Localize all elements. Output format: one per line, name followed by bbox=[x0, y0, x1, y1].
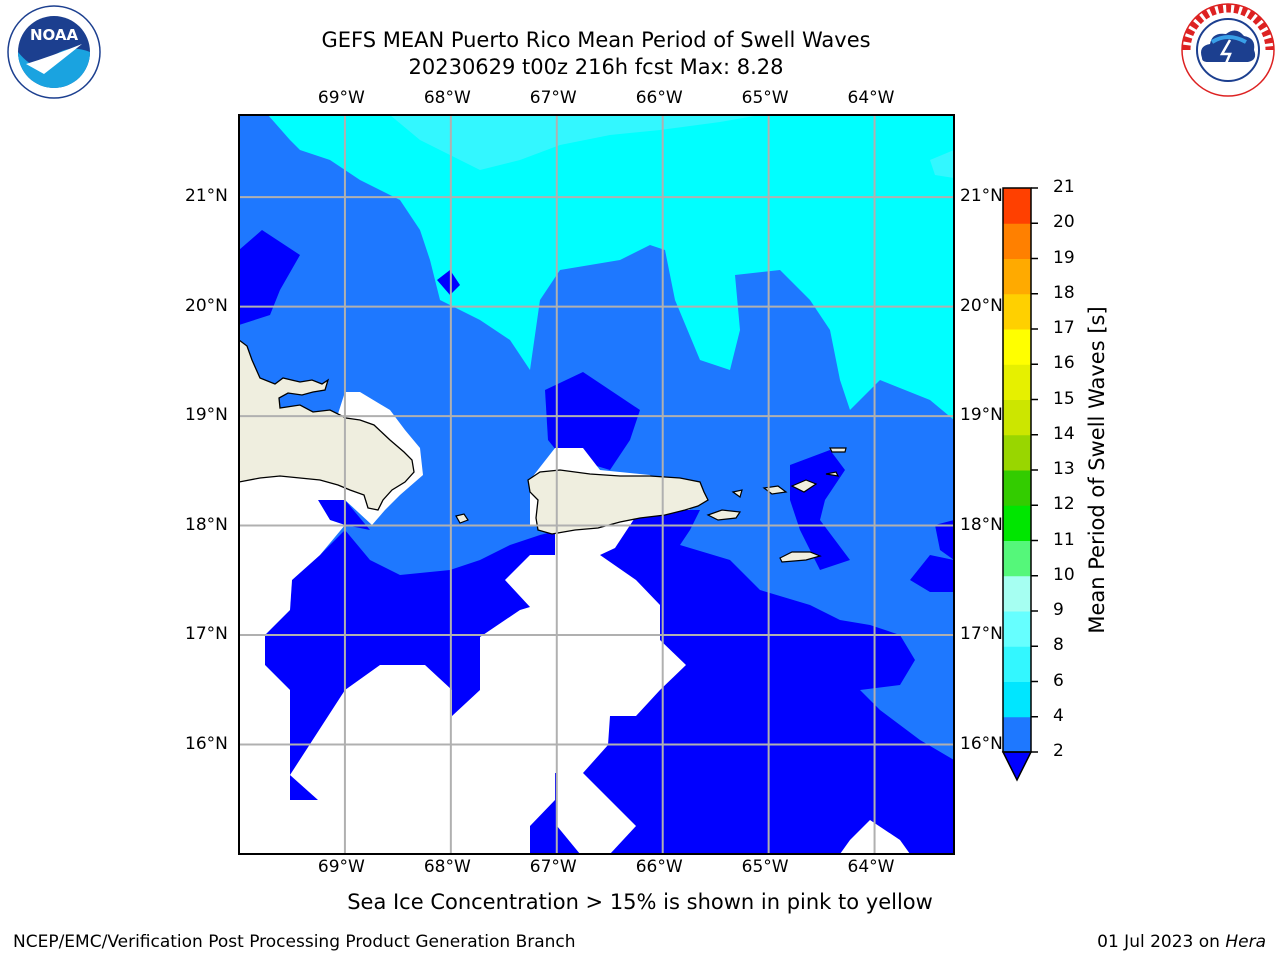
colorbar-tick-label: 17 bbox=[1053, 318, 1075, 338]
colorbar-band bbox=[1003, 540, 1031, 577]
lon-label-top: 64°W bbox=[847, 88, 895, 108]
colorbar-band bbox=[1003, 681, 1031, 718]
colorbar-band bbox=[1003, 188, 1031, 224]
page-subtitle: 20230629 t00z 216h fcst Max: 8.28 bbox=[408, 55, 784, 79]
noaa-logo: NOAA bbox=[7, 5, 101, 99]
lat-label-left: 20°N bbox=[185, 295, 228, 316]
lon-label-top: 68°W bbox=[423, 88, 471, 108]
no-data-area bbox=[239, 635, 290, 800]
footer-date: 01 Jul 2023 on Hera bbox=[1097, 932, 1266, 952]
nws-logo bbox=[1181, 3, 1275, 97]
no-data-area bbox=[239, 448, 690, 854]
colorbar-tick-label: 2 bbox=[1053, 741, 1064, 761]
colorbar-tick-label: 6 bbox=[1053, 670, 1064, 691]
colorbar-band bbox=[1003, 505, 1031, 541]
land-bvi bbox=[790, 479, 818, 493]
land-st-croix bbox=[779, 551, 822, 563]
swell-band-dark-blue bbox=[935, 520, 954, 560]
colorbar-tick-label: 4 bbox=[1053, 705, 1064, 726]
lat-label-left: 17°N bbox=[185, 624, 228, 645]
land-culebra bbox=[731, 489, 743, 498]
colorbar-tick-label: 16 bbox=[1053, 353, 1075, 374]
footer-date-text: 01 Jul 2023 on bbox=[1097, 932, 1226, 952]
lat-label-left: 18°N bbox=[185, 514, 228, 535]
lat-label-right: 18°N bbox=[960, 514, 1003, 535]
map-frame bbox=[238, 114, 955, 855]
colorbar-band bbox=[1003, 364, 1031, 400]
lon-label-bottom: 68°W bbox=[423, 857, 471, 877]
lat-label-right: 16°N bbox=[960, 733, 1003, 754]
noaa-logo-text: NOAA bbox=[30, 26, 79, 44]
lon-label-bottom: 65°W bbox=[741, 857, 789, 877]
colorbar-band bbox=[1003, 611, 1031, 647]
sea-ice-note: Sea Ice Concentration > 15% is shown in … bbox=[347, 890, 933, 914]
lon-label-bottom: 69°W bbox=[317, 857, 365, 877]
lon-label-bottom: 67°W bbox=[529, 857, 577, 877]
colorbar-tick-label: 19 bbox=[1053, 247, 1075, 268]
colorbar-title: Mean Period of Swell Waves [s] bbox=[1085, 306, 1109, 634]
colorbar-band bbox=[1003, 434, 1031, 471]
lat-label-right: 21°N bbox=[960, 186, 1003, 207]
colorbar-band bbox=[1003, 223, 1031, 259]
colorbar-band bbox=[1003, 293, 1031, 330]
lon-label-top: 69°W bbox=[317, 88, 365, 108]
colorbar-tick-label: 14 bbox=[1053, 423, 1075, 444]
lat-label-right: 20°N bbox=[960, 295, 1003, 316]
lon-label-bottom: 66°W bbox=[635, 857, 683, 877]
lat-label-left: 16°N bbox=[185, 733, 228, 754]
colorbar-band bbox=[1003, 258, 1031, 295]
land-vieques bbox=[706, 509, 742, 521]
land-anegada bbox=[829, 447, 847, 453]
colorbar-tick-label: 8 bbox=[1053, 635, 1064, 656]
colorbar-band bbox=[1003, 470, 1031, 506]
colorbar-extend-arrow bbox=[1001, 751, 1033, 782]
colorbar-band bbox=[1003, 399, 1031, 436]
colorbar-band bbox=[1003, 575, 1031, 612]
lat-label-left: 19°N bbox=[185, 405, 228, 426]
lon-label-top: 65°W bbox=[741, 88, 789, 108]
colorbar-tick-label: 21 bbox=[1053, 177, 1075, 197]
swell-band-light-cyan bbox=[930, 150, 954, 178]
lon-label-bottom: 64°W bbox=[847, 857, 895, 877]
lat-label-left: 21°N bbox=[185, 186, 228, 207]
map-panel bbox=[238, 114, 955, 855]
footer-machine: Hera bbox=[1225, 932, 1266, 952]
land-islet bbox=[825, 471, 840, 477]
page-title: GEFS MEAN Puerto Rico Mean Period of Swe… bbox=[321, 28, 871, 52]
lat-label-right: 17°N bbox=[960, 624, 1003, 645]
colorbar-tick-label: 15 bbox=[1053, 388, 1075, 409]
lat-label-right: 19°N bbox=[960, 405, 1003, 426]
colorbar-tick-label: 18 bbox=[1053, 282, 1075, 303]
swell-band-dark-blue bbox=[437, 270, 460, 295]
swell-band-light-cyan bbox=[390, 115, 760, 170]
colorbar-tick-label: 10 bbox=[1053, 564, 1075, 585]
swell-band-dark-blue bbox=[239, 230, 300, 325]
colorbar-band bbox=[1003, 646, 1031, 682]
colorbar bbox=[1001, 187, 1038, 782]
lon-label-top: 66°W bbox=[635, 88, 683, 108]
no-data-area bbox=[557, 773, 636, 854]
colorbar-tick-label: 13 bbox=[1053, 459, 1075, 479]
colorbar-band bbox=[1003, 716, 1031, 753]
colorbar-tick-label: 9 bbox=[1053, 600, 1064, 620]
swell-band-dark-blue bbox=[910, 555, 954, 592]
colorbar-tick-label: 20 bbox=[1053, 212, 1075, 233]
colorbar-tick-label: 11 bbox=[1053, 529, 1075, 550]
lon-label-top: 67°W bbox=[529, 88, 577, 108]
colorbar-tick-label: 12 bbox=[1053, 494, 1075, 515]
colorbar-band bbox=[1003, 329, 1031, 365]
land-mona-island bbox=[455, 513, 469, 524]
footer-credit: NCEP/EMC/Verification Post Processing Pr… bbox=[13, 932, 576, 952]
swell-band-dark-blue bbox=[545, 372, 640, 470]
